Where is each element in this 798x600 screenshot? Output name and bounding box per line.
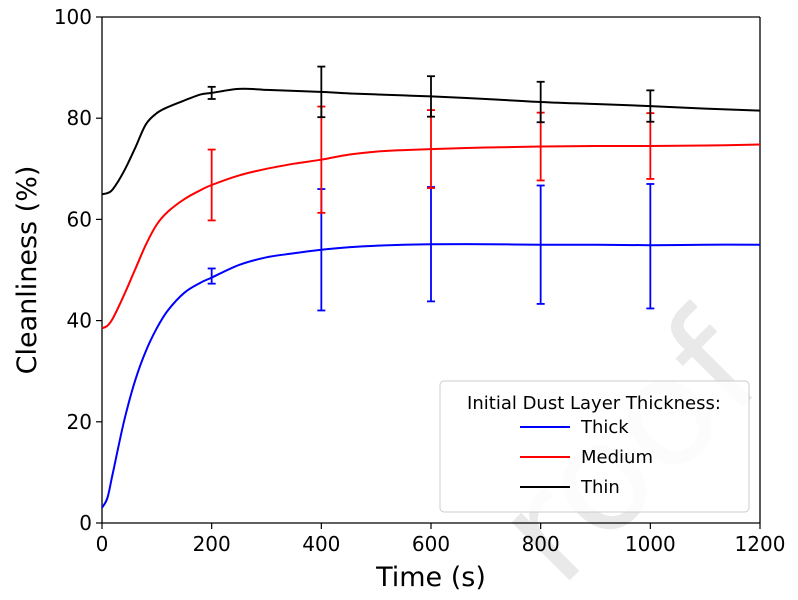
y-tick-label: 20 [67,410,92,434]
errorbar-thin [317,65,326,119]
errorbar-thick [646,183,655,310]
y-tick-label: 100 [54,5,92,29]
x-tick-label: 400 [302,532,340,556]
legend-items: Thick Medium Thin [520,417,653,498]
legend: Initial Dust Layer Thickness: Thick Mediu… [439,380,750,513]
x-tick-label: 1200 [735,532,786,556]
y-axis-ticks: 0 20 40 60 80 100 [54,5,102,535]
y-tick-label: 60 [67,207,92,231]
legend-box [439,380,750,513]
x-tick-label: 1000 [625,532,676,556]
errorbar-layer [207,65,655,312]
errorbar-thick [207,267,216,285]
x-tick-label: 800 [522,532,560,556]
legend-label-medium: Medium [581,447,653,468]
y-tick-label: 80 [67,106,92,130]
errorbar-thin [536,80,545,124]
x-tick-label: 0 [96,532,109,556]
x-tick-label: 600 [412,532,450,556]
errorbar-thin [646,89,655,123]
errorbar-thin [427,75,435,118]
y-axis-label: Cleanliness (%) [12,166,43,375]
legend-label-thin: Thin [580,477,620,498]
legend-title: Initial Dust Layer Thickness: [467,393,721,414]
x-tick-label: 200 [193,532,231,556]
y-tick-label: 0 [79,511,92,535]
errorbar-medium [207,148,216,222]
x-axis-ticks: 0 200 400 600 800 1000 1200 [96,523,786,556]
legend-label-thick: Thick [580,417,629,438]
x-axis-label: Time (s) [375,562,486,593]
errorbar-thin [207,85,216,100]
errorbar-thick [536,184,545,305]
y-tick-label: 40 [67,309,92,333]
